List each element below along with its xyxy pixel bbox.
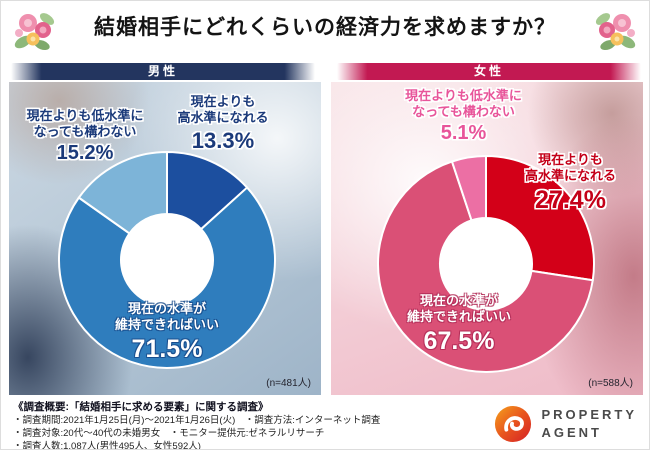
property-agent-logo-icon [495,405,532,443]
women-group-header: 女性 [337,63,641,80]
women-lower-standard-value: 5.1% [440,121,487,144]
women-keep-standard-value: 67.5% [423,326,495,355]
women-keep-standard-label: 現在の水準が 維持できればいい 67.5% [359,293,559,354]
men-lower-standard-value: 15.2% [56,141,114,164]
survey-line-2: ・調査対象:20代〜40代の未婚男女 ・モニター提供元:ゼネラルリサーチ [13,427,325,439]
property-agent-logo-text: PROPERTY AGENT [541,407,637,440]
survey-title: 《調査概要:「結婚相手に求める要素」に関する調査》 [13,401,269,413]
survey-summary: 《調査概要:「結婚相手に求める要素」に関する調査》 ・調査期間:2021年1月2… [13,400,381,450]
flower-bouquet-icon-left [14,13,55,51]
men-higher-standard-value: 13.3% [191,127,255,153]
men-group-header: 男性 [11,63,315,80]
men-donut-chart [58,151,276,369]
women-higher-standard-label: 現在よりも 高水準になれる 27.4% [493,152,643,213]
women-lower-standard-label: 現在よりも低水準に なっても構わない 5.1% [371,88,556,144]
survey-line-1: ・調査期間:2021年1月25日(月)〜2021年1月26日(火) ・調査方法:… [13,415,381,427]
men-higher-standard-label: 現在よりも 高水準になれる 13.3% [157,94,289,152]
property-agent-logo: PROPERTY AGENT [494,405,637,443]
flower-bouquet-icon-right [595,13,636,51]
men-keep-standard-value: 71.5% [131,334,203,363]
women-higher-standard-value: 27.4% [535,185,606,214]
women-group-label: 女性 [473,64,504,78]
men-keep-standard-label: 現在の水準が 維持できればいい 71.5% [67,301,267,362]
women-donut-chart [377,155,595,373]
page-title: 結婚相手にどれくらいの経済力を求めますか？ [94,16,556,39]
men-panel: 現在よりも 高水準になれる 13.3% 現在よりも低水準に なっても構わない 1… [9,82,321,395]
women-sample-size: (n=588人) [588,378,633,389]
women-panel: 現在よりも低水準に なっても構わない 5.1% 現在よりも 高水準になれる 27… [331,82,643,395]
men-sample-size: (n=481人) [266,378,311,389]
men-group-label: 男性 [147,64,178,78]
footer: 《調査概要:「結婚相手に求める要素」に関する調査》 ・調査期間:2021年1月2… [1,397,649,450]
survey-line-3: ・調査人数:1,087人(男性495人、女性592人) [13,440,201,450]
men-lower-standard-label: 現在よりも低水準に なっても構わない 15.2% [9,108,161,164]
